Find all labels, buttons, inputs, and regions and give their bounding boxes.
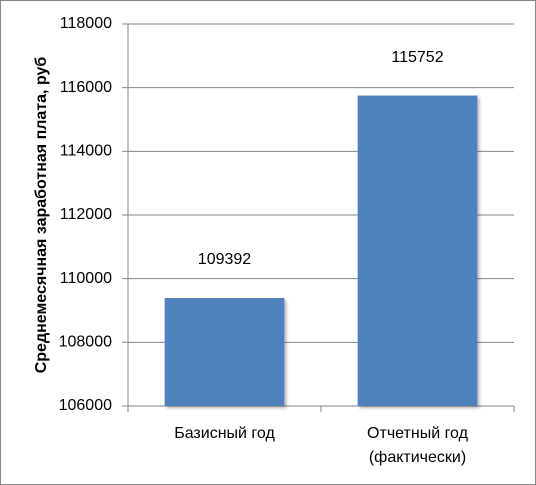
y-tick-label: 112000 [60,206,112,223]
bar [357,95,478,406]
bar [164,298,285,406]
data-label: 109392 [198,251,251,268]
data-label: 115752 [391,49,443,66]
y-tick-label: 114000 [60,143,112,160]
y-tick-label: 116000 [60,79,112,96]
y-tick-label: 110000 [60,270,112,287]
y-tick-label: 118000 [60,15,112,32]
x-tick-label: Базисный год [174,425,275,442]
y-tick-label: 108000 [59,334,112,351]
x-tick-label: Отчетный год (фактически) [367,425,468,466]
y-tick-label: 106000 [59,397,112,414]
y-axis-label: Среднемесячная заработная плата, руб [33,57,50,374]
